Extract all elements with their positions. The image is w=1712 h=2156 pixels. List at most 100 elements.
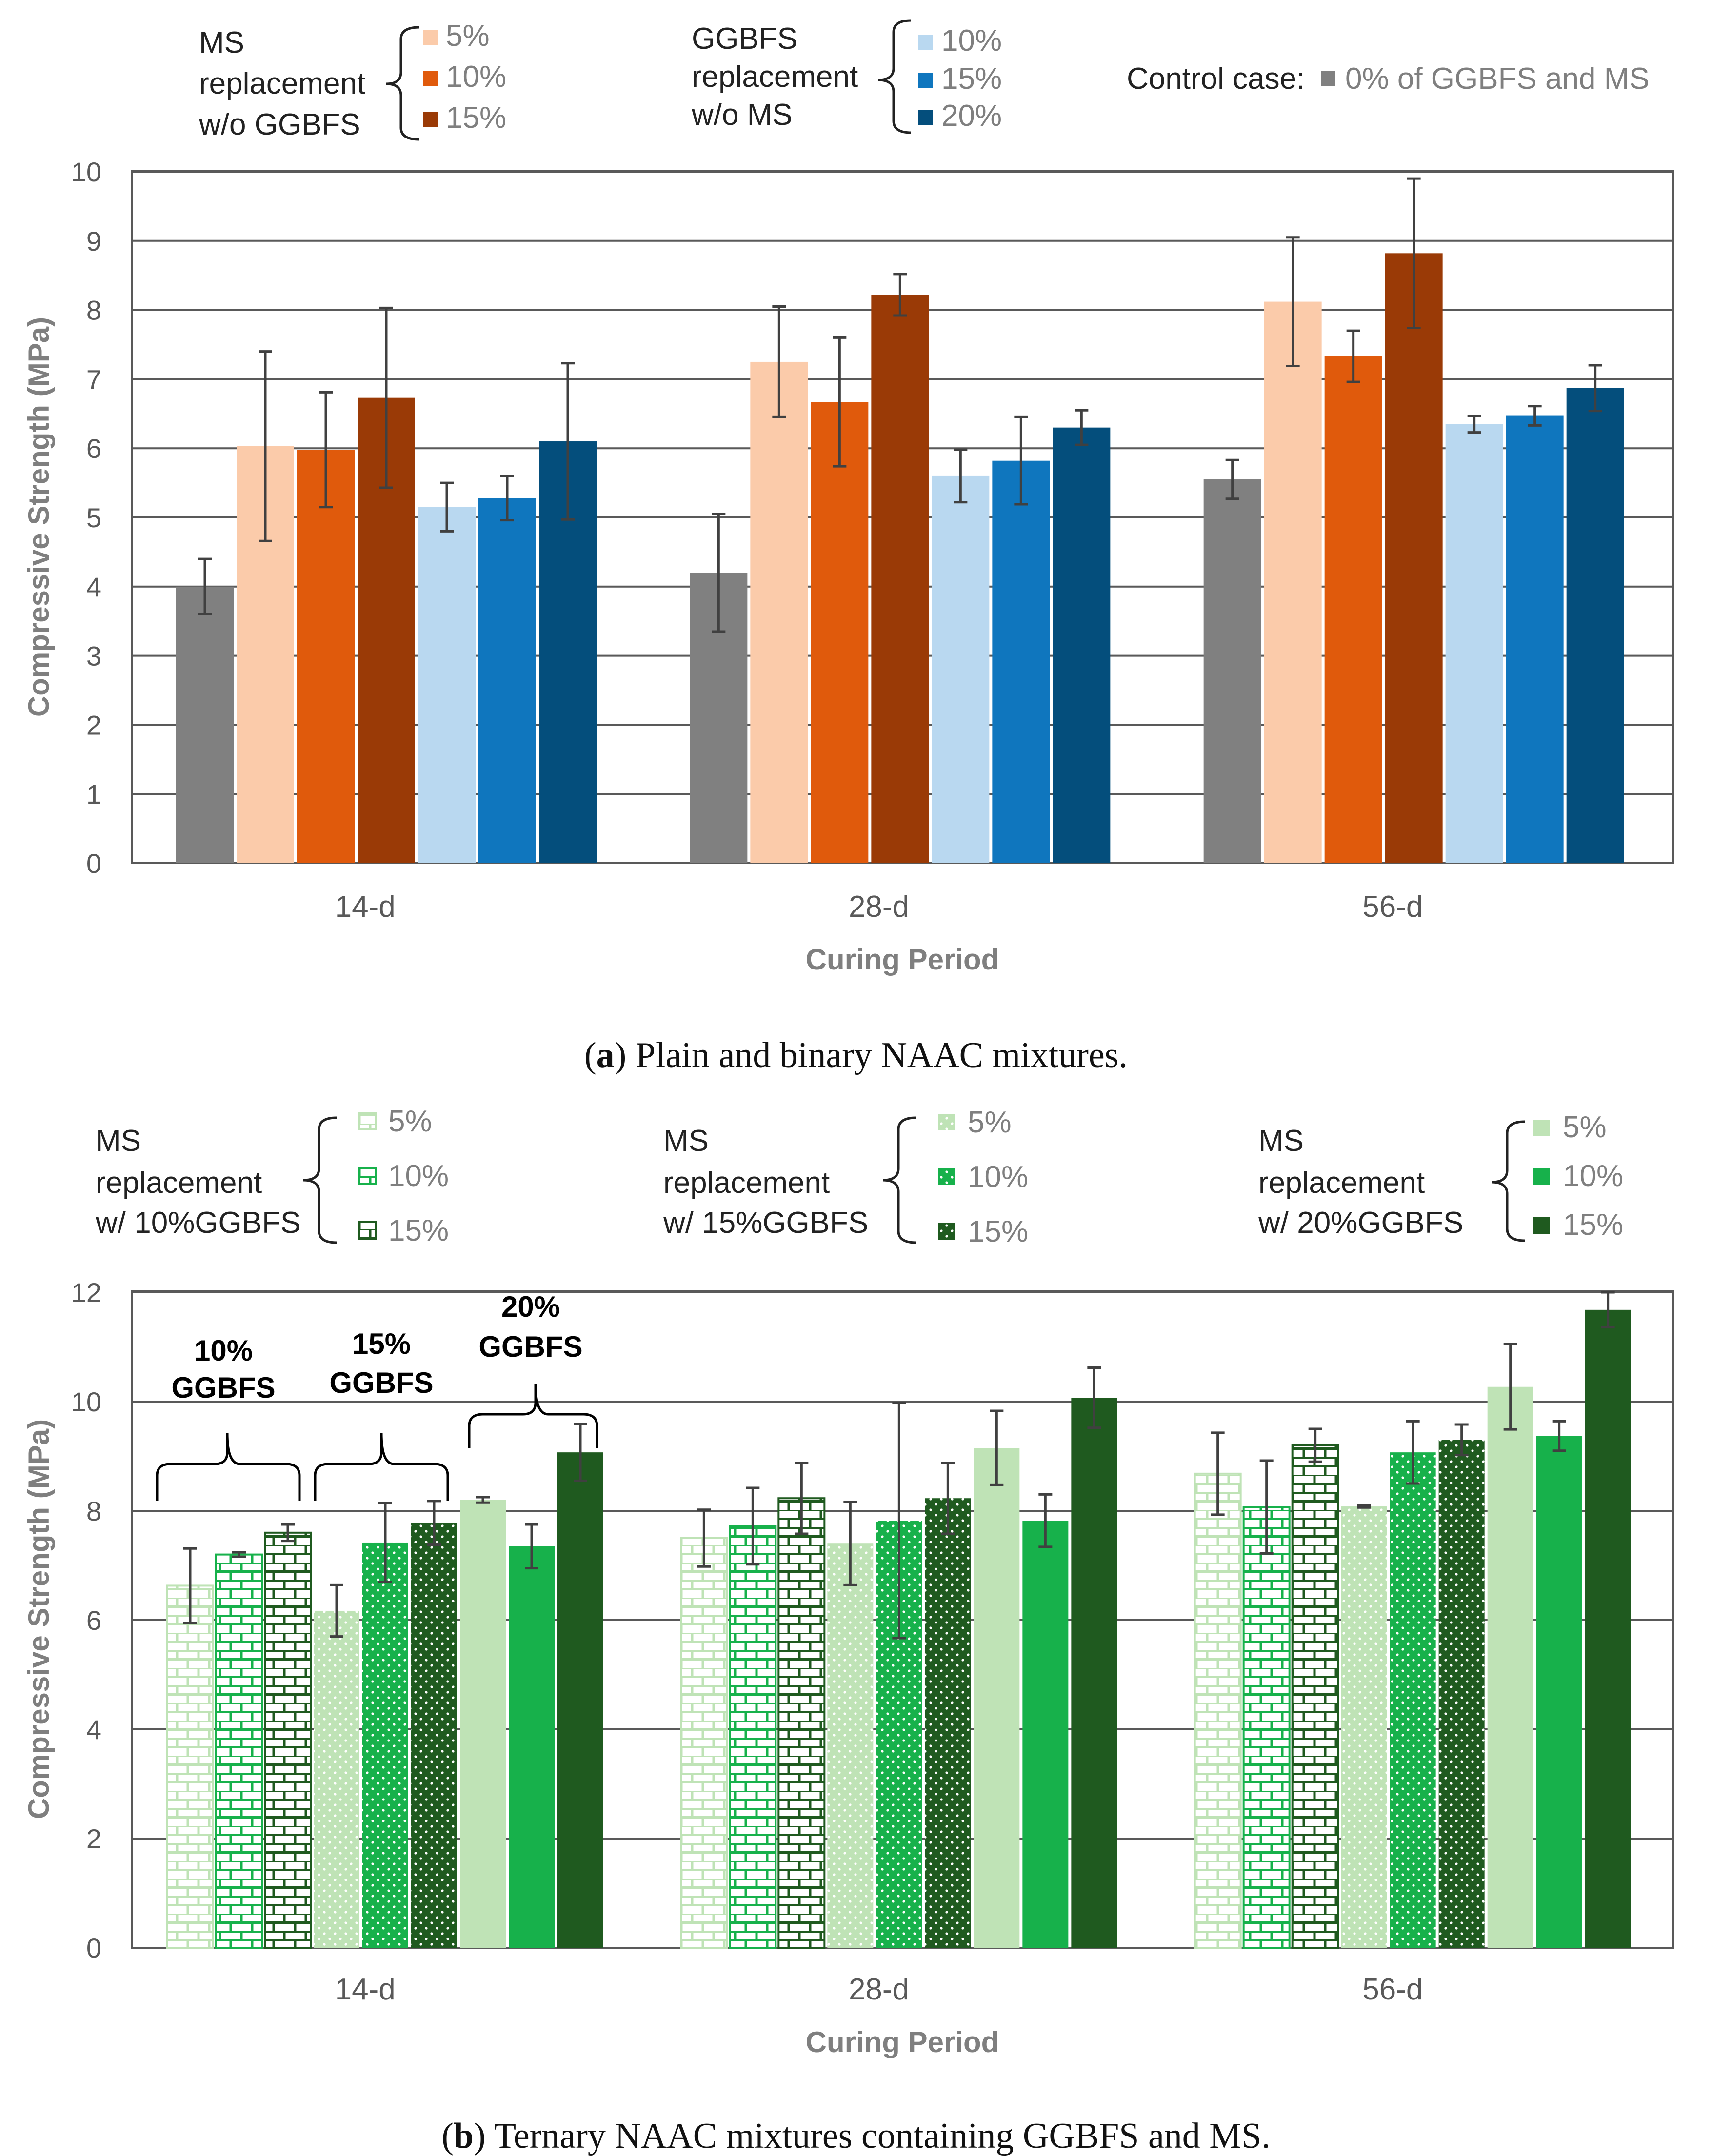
chart-b-y-tick-0: 0 xyxy=(86,1933,101,1963)
chart-b-errorbar-14-d-ms-10-w-20-ggbfs xyxy=(525,1523,538,1570)
chart-b-bar-56-d-ms-15-w-15-ggbfs xyxy=(1438,1440,1485,1948)
chart-b-bar-14-d-ms-10-w-10-ggbfs xyxy=(215,1553,263,1949)
caption-a: (a) Plain and binary NAAC mixtures. xyxy=(584,1035,1128,1075)
legend-a-group1-label-line2: replacement xyxy=(199,67,365,100)
annotation-20-ggbfs-brace xyxy=(468,1384,598,1448)
chart-b-errorbar-28-d-ms-5-w-20-ggbfs xyxy=(990,1409,1004,1486)
chart-a-bar-28-d-ms-10-w-o-ggbfs xyxy=(811,402,869,863)
legend-b-g3-swatch-10 xyxy=(1533,1168,1550,1185)
legend-a-control-label: Control case: xyxy=(1127,62,1305,96)
chart-b-bar-28-d-ms-5-w-10-ggbfs xyxy=(680,1537,728,1949)
legend-b-g3-label-15: 15% xyxy=(1563,1208,1623,1242)
chart-a-y-tick-1: 1 xyxy=(86,779,101,810)
legend-b-g1-label-5: 5% xyxy=(388,1105,432,1138)
legend-b: MS replacement w/ 10%GGBFS 5% 10% 15% MS… xyxy=(95,1105,1623,1248)
chart-b-bar-14-d-ms-5-w-10-ggbfs xyxy=(166,1584,214,1949)
chart-b-bar-28-d-ms-5-w-20-ggbfs xyxy=(974,1448,1020,1948)
legend-b-g3-label-10: 10% xyxy=(1563,1159,1623,1193)
chart-a-bar-28-d-ggbfs-15-w-o-ms xyxy=(992,460,1050,863)
chart-b: 0 2 4 6 8 10 12 14-d 28-d 56-d Curing Period Com… xyxy=(22,1277,1674,2058)
chart-b-errorbar-56-d-ms-10-w-10-ggbfs xyxy=(1259,1459,1274,1555)
chart-b-y-tick-4: 4 xyxy=(86,1714,101,1745)
annotation-20-ggbfs-line2: GGBFS xyxy=(478,1330,582,1363)
chart-b-bar-56-d-ms-10-w-20-ggbfs xyxy=(1536,1436,1582,1948)
chart-b-y-tick-labels: 0 2 4 6 8 10 12 xyxy=(71,1277,101,1963)
chart-b-bar-28-d-ms-15-w-20-ggbfs xyxy=(1071,1398,1117,1948)
chart-a-errorbar-56-d-ms-5-w-o-ggbfs xyxy=(1286,236,1300,367)
legend-a-ms15-label: 15% xyxy=(446,101,506,135)
chart-a-y-tick-10: 10 xyxy=(71,157,101,187)
chart-a-y-tick-4: 4 xyxy=(86,572,101,602)
chart-b-category-labels: 14-d 28-d 56-d xyxy=(335,1973,1423,2006)
chart-b-errorbar-56-d-ms-15-w-20-ggbfs xyxy=(1601,1291,1615,1329)
chart-b-errorbar-56-d-ms-10-w-15-ggbfs xyxy=(1406,1420,1420,1485)
chart-b-errorbar-56-d-ms-15-w-15-ggbfs xyxy=(1454,1423,1469,1457)
chart-b-y-axis-title: Compressive Strength (MPa) xyxy=(22,1419,55,1819)
legend-b-group3-label-line2: replacement xyxy=(1258,1166,1425,1200)
chart-a-y-tick-6: 6 xyxy=(86,433,101,464)
chart-b-bar-56-d-ms-10-w-15-ggbfs xyxy=(1390,1452,1436,1948)
chart-b-bar-14-d-ms-15-w-15-ggbfs xyxy=(411,1523,457,1948)
chart-b-y-tick-2: 2 xyxy=(86,1823,101,1854)
chart-a-y-tick-5: 5 xyxy=(86,502,101,533)
chart-a-errorbar-28-d-0-of-ggbfs-and-ms xyxy=(712,513,726,633)
chart-a-category-56-d: 56-d xyxy=(1362,890,1423,924)
chart-b-errorbar-56-d-ms-5-w-15-ggbfs xyxy=(1357,1504,1371,1509)
legend-a-group2-brace xyxy=(877,19,912,134)
legend-a-swatch-ms15 xyxy=(423,112,438,127)
chart-a-category-28-d: 28-d xyxy=(849,890,909,924)
annotation-15-ggbfs-line1: 15% xyxy=(352,1327,411,1360)
legend-b-group1-brace xyxy=(303,1116,337,1244)
legend-b-group2-label-line3: w/ 15%GGBFS xyxy=(663,1206,868,1240)
chart-a-errorbar-28-d-ggbfs-10-w-o-ms xyxy=(954,448,968,504)
chart-a-category-labels: 14-d 28-d 56-d xyxy=(335,890,1423,924)
legend-b-group3-brace xyxy=(1491,1120,1525,1242)
chart-a-x-axis-title: Curing Period xyxy=(806,943,999,976)
chart-a-errorbar-14-d-ms-15-w-o-ggbfs xyxy=(379,306,393,489)
chart-b-bar-14-d-ms-10-w-20-ggbfs xyxy=(509,1546,555,1948)
legend-b-group2-brace xyxy=(882,1116,916,1244)
chart-b-bar-28-d-ms-10-w-20-ggbfs xyxy=(1022,1521,1069,1948)
chart-b-errorbar-56-d-ms-5-w-20-ggbfs xyxy=(1503,1343,1517,1431)
chart-a-y-tick-3: 3 xyxy=(86,641,101,672)
chart-a-y-tick-9: 9 xyxy=(86,226,101,257)
legend-a-swatch-ms10 xyxy=(423,71,438,86)
chart-b-bar-56-d-ms-5-w-20-ggbfs xyxy=(1487,1386,1533,1948)
legend-a-group1-label-line3: w/o GGBFS xyxy=(199,108,360,141)
chart-b-error-bars xyxy=(183,1291,1615,1640)
chart-a-bar-28-d-ggbfs-20-w-o-ms xyxy=(1053,427,1111,863)
chart-b-bar-56-d-ms-5-w-15-ggbfs xyxy=(1341,1506,1387,1948)
chart-b-bar-28-d-ms-10-w-10-ggbfs xyxy=(729,1525,777,1949)
chart-a-errorbar-14-d-ggbfs-20-w-o-ms xyxy=(561,362,575,521)
chart-a-y-tick-0: 0 xyxy=(86,848,101,879)
legend-b-group3-label-line1: MS xyxy=(1258,1124,1304,1158)
chart-b-y-tick-8: 8 xyxy=(86,1496,101,1526)
caption-a-text: Plain and binary NAAC mixtures. xyxy=(626,1035,1128,1075)
annotation-10-ggbfs-line1: 10% xyxy=(194,1334,253,1367)
legend-a-gg20-label: 20% xyxy=(941,99,1002,133)
chart-a-errorbar-56-d-0-of-ggbfs-and-ms xyxy=(1225,458,1239,500)
legend-b-g3-label-5: 5% xyxy=(1563,1110,1607,1144)
chart-a-errorbar-14-d-ggbfs-10-w-o-ms xyxy=(440,481,454,533)
chart-a-bar-28-d-ggbfs-10-w-o-ms xyxy=(932,475,990,863)
chart-b-category-14-d: 14-d xyxy=(335,1973,396,2006)
chart-b-category-56-d: 56-d xyxy=(1362,1973,1423,2006)
caption-b-text: Ternary NAAC mixtures containing GGBFS a… xyxy=(486,2116,1271,2156)
legend-a-group2-label-line2: replacement xyxy=(692,60,858,94)
legend-a-group2-label-line3: w/o MS xyxy=(691,98,793,132)
chart-b-errorbar-28-d-ms-15-w-20-ggbfs xyxy=(1087,1366,1101,1429)
legend-b-g1-label-10: 10% xyxy=(388,1159,449,1193)
chart-b-errorbar-14-d-ms-15-w-10-ggbfs xyxy=(281,1523,295,1543)
chart-b-bar-14-d-ms-5-w-15-ggbfs xyxy=(314,1610,359,1948)
chart-a-bar-56-d-ggbfs-20-w-o-ms xyxy=(1566,388,1624,863)
legend-b-group1-label-line2: replacement xyxy=(96,1166,262,1200)
chart-b-y-tick-10: 10 xyxy=(71,1386,101,1417)
chart-a-y-tick-7: 7 xyxy=(86,364,101,395)
chart-a-errorbar-28-d-ms-15-w-o-ggbfs xyxy=(893,273,907,317)
chart-b-errorbar-14-d-ms-5-w-15-ggbfs xyxy=(330,1583,343,1638)
legend-b-g1-swatch-15 xyxy=(358,1221,377,1240)
chart-a-errorbar-56-d-ggbfs-20-w-o-ms xyxy=(1588,364,1602,413)
chart-a-errorbar-14-d-ggbfs-15-w-o-ms xyxy=(500,475,514,522)
chart-a-errorbar-56-d-ms-15-w-o-ggbfs xyxy=(1407,177,1421,329)
